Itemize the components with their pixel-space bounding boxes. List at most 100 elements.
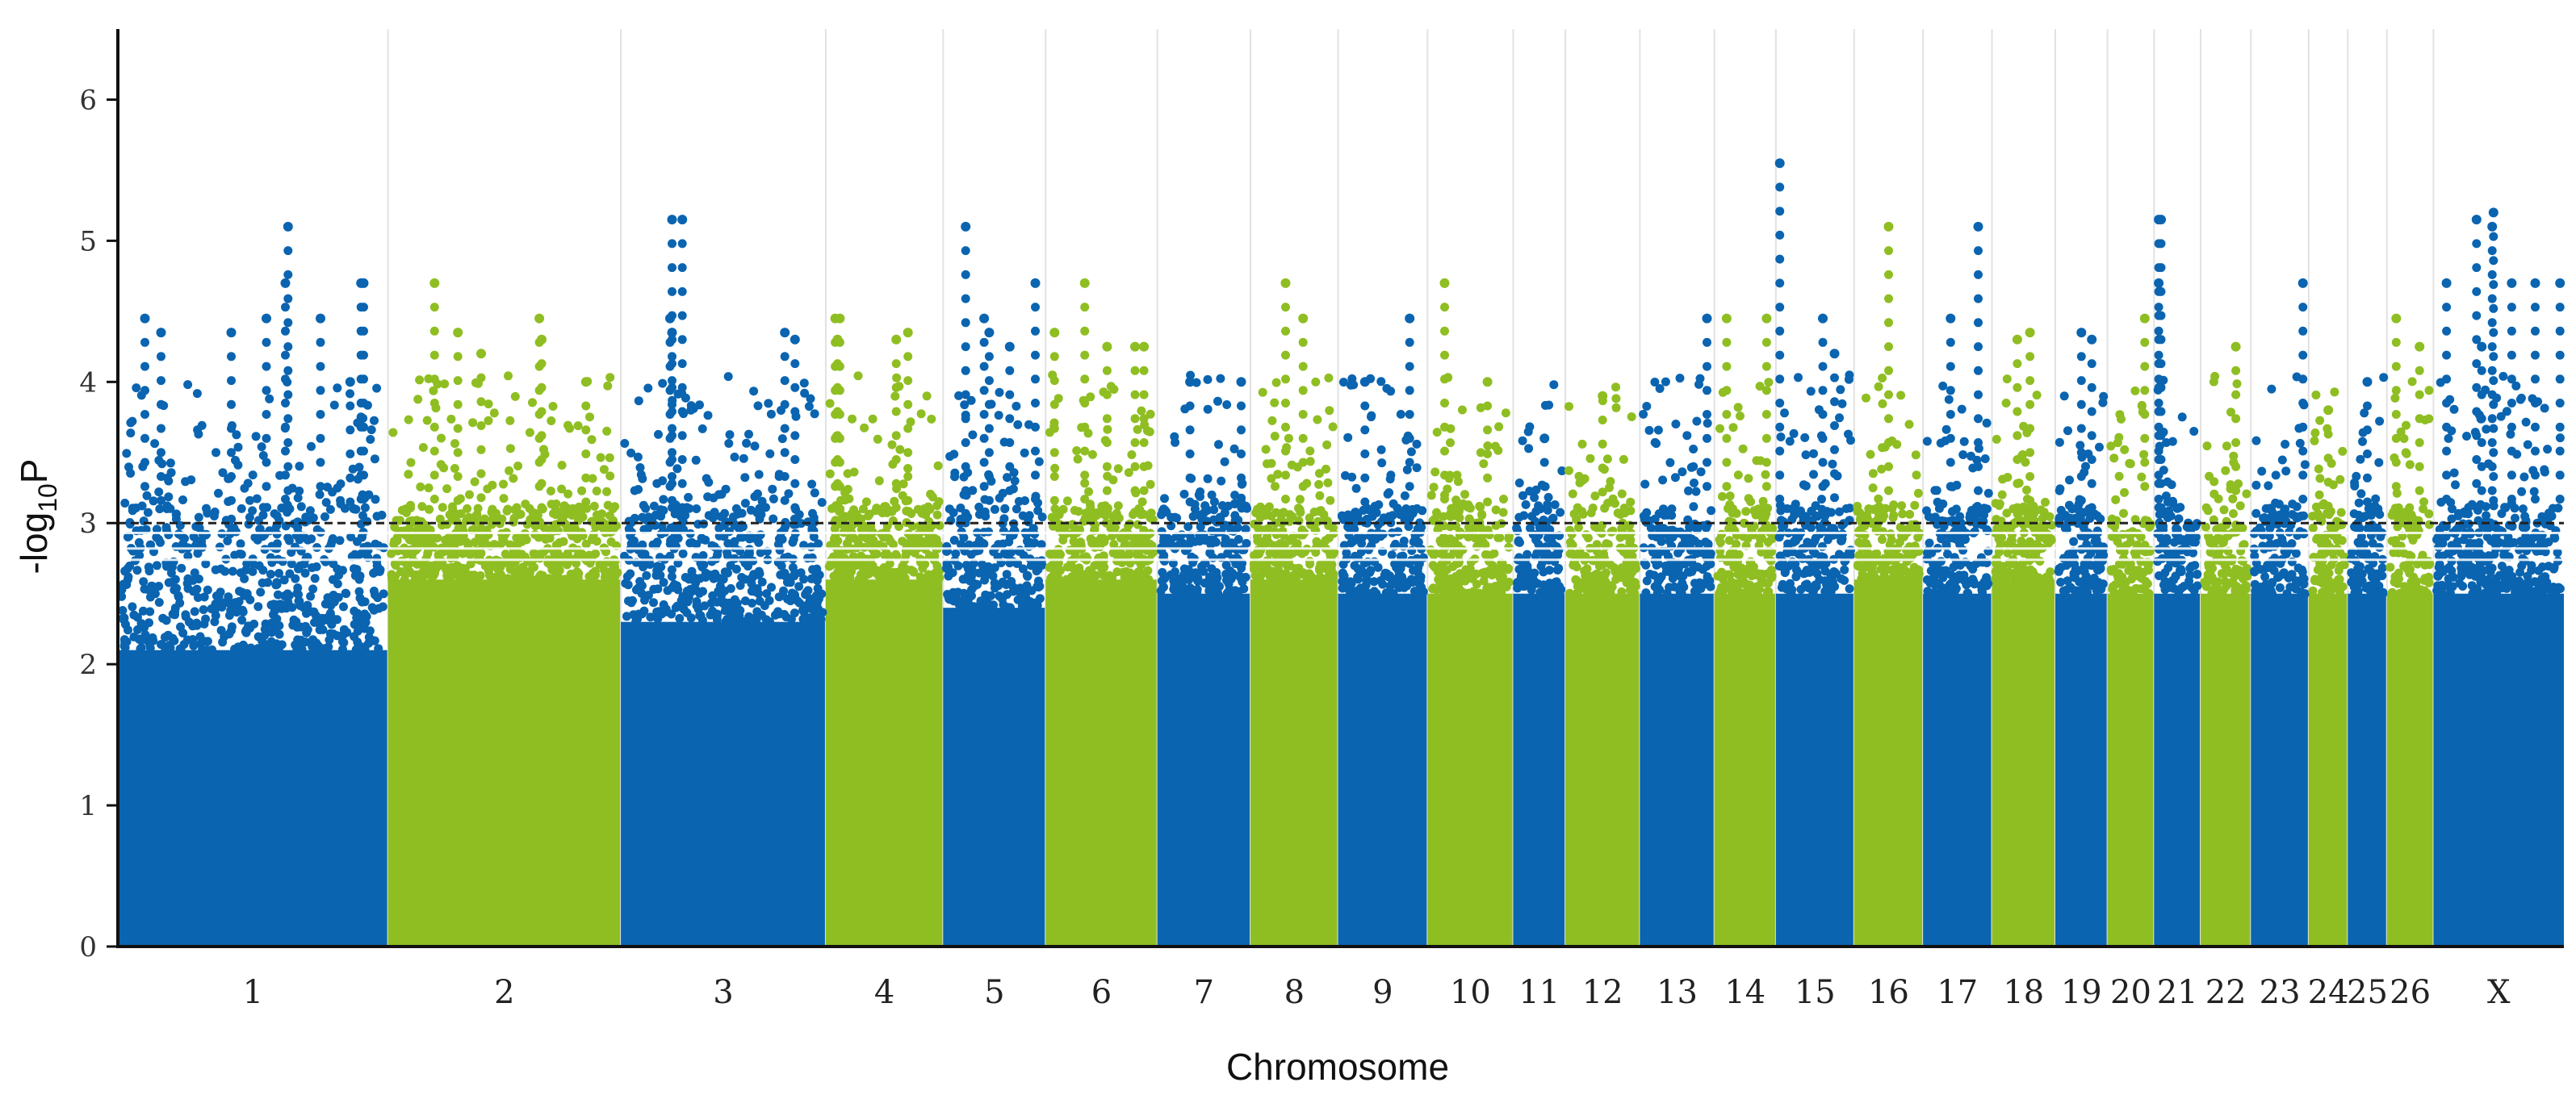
- snp-point: [1775, 303, 1785, 312]
- snp-point: [1908, 522, 1918, 532]
- snp-point: [1761, 386, 1771, 395]
- snp-point: [1599, 550, 1609, 559]
- snp-point: [980, 575, 990, 585]
- snp-point: [524, 567, 534, 577]
- snp-point: [358, 511, 367, 520]
- snp-point: [1728, 423, 1738, 433]
- snp-point: [703, 411, 713, 420]
- snp-point: [956, 540, 965, 550]
- snp-point: [1030, 538, 1039, 548]
- snp-point: [1568, 489, 1577, 499]
- snp-point: [677, 407, 687, 416]
- snp-point: [572, 558, 581, 568]
- snp-point: [634, 396, 643, 406]
- snp-point: [1946, 410, 1955, 419]
- snp-point: [672, 464, 682, 474]
- snp-point: [677, 286, 687, 296]
- snp-point: [1314, 469, 1324, 479]
- snp-point: [227, 448, 236, 458]
- snp-peak-point: [262, 313, 271, 324]
- snp-point: [1483, 441, 1493, 450]
- snp-point: [677, 335, 687, 345]
- snp-point: [1937, 534, 1946, 544]
- snp-point: [1845, 370, 1854, 380]
- snp-point: [1744, 494, 1753, 504]
- snp-point: [915, 572, 925, 582]
- snp-point: [320, 512, 329, 521]
- snp-point: [1661, 377, 1670, 387]
- snp-point: [1818, 433, 1828, 443]
- snp-point: [1910, 500, 1920, 510]
- snp-point: [1350, 561, 1359, 570]
- snp-point: [1130, 414, 1140, 424]
- snp-point: [740, 499, 750, 508]
- snp-point: [1642, 508, 1652, 517]
- snp-point: [1564, 402, 1573, 412]
- snp-point: [193, 593, 203, 602]
- snp-point: [1600, 504, 1610, 513]
- snp-point: [1102, 486, 1112, 495]
- snp-point: [455, 537, 465, 546]
- snp-point: [807, 479, 817, 489]
- snp-point: [1012, 401, 1021, 411]
- snp-point: [1692, 587, 1702, 597]
- snp-point: [1626, 497, 1636, 507]
- snp-point: [637, 609, 647, 619]
- snp-point: [1483, 425, 1493, 435]
- snp-point: [509, 517, 518, 527]
- snp-point: [731, 504, 741, 513]
- snp-point: [1627, 412, 1636, 421]
- snp-point: [443, 538, 453, 548]
- snp-point: [766, 409, 776, 419]
- chromosome-23-band: [2251, 593, 2309, 947]
- snp-point: [700, 601, 710, 611]
- snp-point: [1485, 551, 1495, 561]
- snp-point: [150, 439, 160, 449]
- snp-point: [764, 399, 773, 408]
- snp-point: [1943, 550, 1952, 559]
- snp-point: [1031, 350, 1040, 360]
- chromosome-bands: [118, 29, 2564, 947]
- snp-point: [1869, 569, 1879, 579]
- snp-point: [1955, 571, 1965, 581]
- snp-point: [1763, 504, 1773, 513]
- snp-point: [1534, 540, 1544, 550]
- snp-point: [740, 473, 750, 483]
- snp-point: [1549, 380, 1559, 390]
- snp-point: [370, 416, 379, 425]
- snp-point: [603, 500, 613, 510]
- snp-peak-point: [667, 328, 677, 338]
- snp-point: [283, 366, 293, 375]
- snp-point: [307, 441, 316, 451]
- snp-point: [1135, 567, 1144, 577]
- snp-point: [1102, 390, 1112, 399]
- snp-point: [1733, 581, 1743, 591]
- snp-point: [137, 501, 147, 511]
- snp-point: [961, 318, 970, 328]
- snp-point: [1238, 558, 1246, 568]
- snp-point: [1539, 458, 1549, 467]
- snp-point: [1884, 294, 1893, 303]
- snp-point: [329, 400, 339, 410]
- snp-point: [726, 561, 735, 570]
- snp-point: [505, 444, 515, 453]
- snp-point: [499, 494, 509, 504]
- snp-point: [1830, 373, 1839, 382]
- snp-point: [1818, 362, 1828, 371]
- snp-point: [961, 366, 970, 375]
- snp-point: [1120, 573, 1129, 583]
- snp-point: [803, 517, 813, 527]
- snp-point: [907, 540, 915, 550]
- snp-point: [864, 534, 873, 544]
- snp-point: [224, 592, 233, 602]
- snp-point: [847, 567, 857, 576]
- snp-point: [1311, 377, 1321, 387]
- snp-point: [1930, 512, 1940, 522]
- snp-point: [1644, 425, 1654, 435]
- snp-point: [1130, 462, 1140, 471]
- snp-point: [1452, 470, 1462, 480]
- snp-point: [626, 569, 635, 579]
- snp-point: [1203, 374, 1213, 384]
- snp-point: [989, 600, 998, 610]
- snp-point: [466, 570, 475, 580]
